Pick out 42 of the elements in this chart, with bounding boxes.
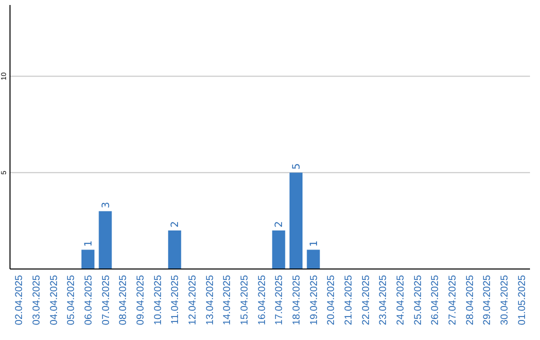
x-tick-label: 05.04.2025 — [66, 274, 78, 326]
data-label: 2 — [274, 221, 286, 228]
x-tick-label: 14.04.2025 — [222, 274, 234, 326]
x-tick-label: 26.04.2025 — [430, 274, 442, 326]
x-tick-label: 28.04.2025 — [464, 274, 476, 326]
bar — [306, 250, 320, 269]
x-tick-label: 02.04.2025 — [14, 274, 26, 326]
x-tick-label: 17.04.2025 — [274, 274, 286, 326]
x-tick-label: 06.04.2025 — [83, 274, 94, 326]
x-tick-label: 09.04.2025 — [135, 274, 146, 326]
bar — [272, 230, 286, 269]
data-label: 5 — [292, 163, 303, 170]
x-tick-label: 22.04.2025 — [360, 274, 372, 326]
bar — [168, 230, 182, 269]
x-tick-label: 24.04.2025 — [396, 274, 407, 326]
x-tick-label: 29.04.2025 — [482, 274, 494, 326]
x-tick-label: 11.04.2025 — [170, 274, 182, 324]
x-tick-label: 27.04.2025 — [448, 274, 459, 326]
data-label: 1 — [83, 240, 94, 247]
data-label: 2 — [170, 221, 182, 228]
x-tick-label: 15.04.2025 — [239, 274, 250, 326]
x-tick-label: 30.04.2025 — [500, 274, 511, 326]
x-tick-label: 01.05.2025 — [516, 274, 528, 326]
x-tick-label: 16.04.2025 — [256, 274, 268, 326]
x-tick-label: 07.04.2025 — [100, 274, 112, 326]
bar — [98, 211, 112, 269]
x-tick-label: 21.04.2025 — [344, 274, 355, 326]
data-label: 1 — [308, 240, 320, 247]
x-tick-label: 03.04.2025 — [31, 274, 42, 326]
x-tick-label: 18.04.2025 — [292, 274, 303, 326]
x-tick-label: 04.04.2025 — [48, 274, 60, 326]
bar — [290, 172, 303, 269]
x-tick-label: 19.04.2025 — [308, 274, 320, 326]
x-tick-label: 12.04.2025 — [187, 274, 198, 326]
x-tick-label: 20.04.2025 — [326, 274, 338, 326]
x-tick-label: 10.04.2025 — [152, 274, 164, 326]
bar — [81, 250, 94, 269]
x-tick-label: 13.04.2025 — [204, 274, 216, 326]
x-tick-label: 08.04.2025 — [118, 274, 130, 326]
data-label: 3 — [100, 202, 112, 208]
x-tick-label: 25.04.2025 — [412, 274, 424, 326]
x-tick-label: 23.04.2025 — [378, 274, 390, 326]
